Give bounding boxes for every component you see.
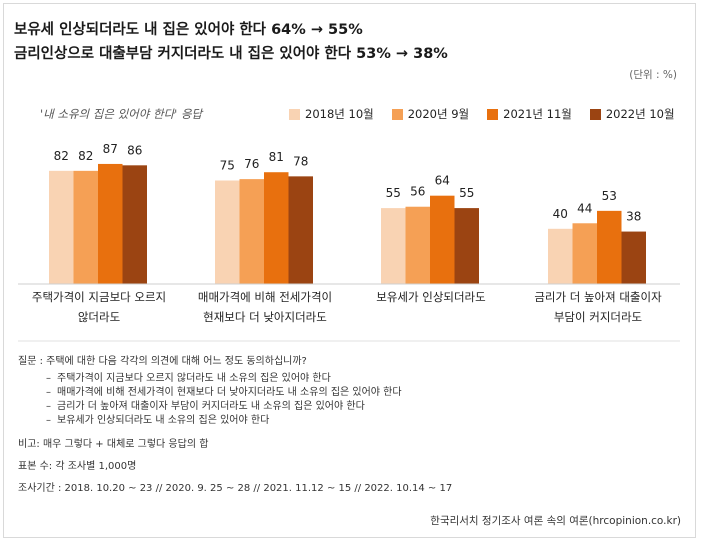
bar (98, 163, 123, 284)
legend-swatch (487, 108, 499, 120)
bar (597, 210, 622, 284)
bar (288, 176, 313, 284)
legend-swatch (289, 108, 300, 120)
legend-label: 2018년 10월 (305, 107, 374, 121)
bar (264, 172, 289, 284)
legend-swatch (391, 108, 403, 120)
data-label: 64 (435, 174, 450, 188)
category-label: 않더라도 (78, 310, 120, 324)
note-remark: 비고: 매우 그렇다 + 대체로 그렇다 응답의 합 (18, 439, 209, 450)
title-line-2: 금리인상으로 대출부담 커지더라도 내 집은 있어야 한다 53% → 38% (14, 46, 448, 62)
category-label: 주택가격이 지금보다 오르지 (32, 290, 166, 304)
data-label: 87 (103, 142, 118, 156)
chart-subtitle: '내 소유의 집은 있어야 한다' 응답 (40, 107, 203, 121)
note-sample: 표본 수: 각 조사별 1,000명 (18, 461, 137, 472)
bar (122, 165, 147, 284)
legend-label: 2020년 9월 (407, 107, 470, 121)
category-label: 현재보다 더 낮아지더라도 (203, 310, 327, 324)
data-label: 55 (386, 186, 401, 200)
legend-item: 2022년 10월 (589, 106, 675, 122)
bar (621, 231, 646, 284)
data-label: 56 (410, 185, 425, 199)
legend: 2018년 10월 2020년 9월 2021년 11월 2022년 10월 (289, 106, 675, 122)
note-period: 조사기간 : 2018. 10.20 ~ 23 // 2020. 9. 25 ~… (18, 483, 453, 494)
bar (239, 179, 264, 284)
legend-swatch (589, 108, 601, 120)
bar (548, 228, 573, 284)
data-label: 55 (459, 186, 474, 200)
question-item: 금리가 더 높아져 대출이자 부담이 커지더라도 내 소유의 집은 있어야 한다 (46, 400, 452, 414)
survey-question: 질문 : 주택에 대한 다음 각각의 의견에 대해 어느 정도 동의하십니까? (18, 356, 307, 367)
question-item: 매매가격에 비해 전세가격이 현재보다 더 낮아지더라도 내 소유의 집은 있어… (46, 386, 452, 400)
data-label: 44 (577, 201, 592, 215)
question-item: 보유세가 인상되더라도 내 소유의 집은 있어야 한다 (46, 414, 452, 428)
category-label: 매매가격에 비해 전세가격이 (198, 290, 332, 304)
legend-item: 2020년 9월 (391, 106, 470, 122)
source-credit: 한국리서치 정기조사 여론 속의 여론(hrcopinion.co.kr) (430, 515, 681, 527)
data-label: 38 (626, 210, 641, 224)
data-label: 40 (553, 207, 568, 221)
bar (381, 208, 406, 284)
legend-label: 2021년 11월 (503, 107, 572, 121)
data-label: 81 (269, 150, 284, 164)
category-label: 보유세가 인상되더라도 (376, 290, 485, 304)
data-label: 82 (78, 149, 93, 163)
title-line-1: 보유세 인상되더라도 내 집은 있어야 한다 64% → 55% (14, 22, 363, 38)
data-label: 76 (244, 157, 259, 171)
bar (572, 223, 597, 284)
unit-label: (단위 : %) (629, 69, 677, 81)
category-label: 부담이 커지더라도 (554, 310, 642, 324)
bar (430, 195, 455, 284)
data-label: 86 (127, 143, 142, 157)
legend-item: 2018년 10월 (289, 106, 374, 122)
question-items: 주택가격이 지금보다 오르지 않더라도 내 소유의 집은 있어야 한다 매매가격… (18, 372, 452, 428)
bar (73, 170, 98, 284)
data-label: 75 (220, 159, 235, 173)
legend-item: 2021년 11월 (487, 106, 572, 122)
bar (215, 180, 240, 284)
bar (405, 206, 430, 284)
data-label: 53 (602, 189, 617, 203)
data-label: 78 (293, 154, 308, 168)
bar (454, 208, 479, 284)
data-label: 82 (54, 149, 69, 163)
survey-notes: 질문 : 주택에 대한 다음 각각의 의견에 대해 어느 정도 동의하십니까? … (18, 352, 452, 494)
legend-label: 2022년 10월 (605, 107, 675, 121)
category-label: 금리가 더 높아져 대출이자 (534, 290, 662, 304)
question-item: 주택가격이 지금보다 오르지 않더라도 내 소유의 집은 있어야 한다 (46, 372, 452, 386)
bar (49, 170, 74, 284)
